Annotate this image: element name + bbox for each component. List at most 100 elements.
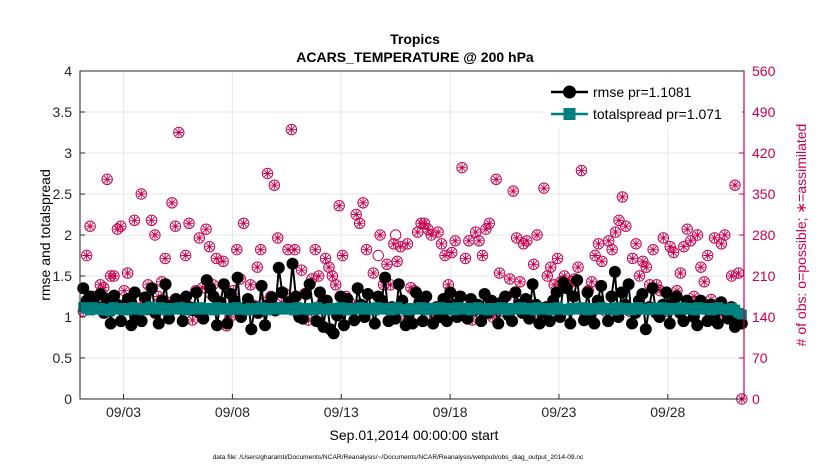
obs-count-marker <box>159 252 171 265</box>
obs-possible-circle <box>183 217 195 229</box>
obs-count-marker <box>510 232 523 244</box>
obs-assimilated-asterisk <box>484 218 494 228</box>
rmse-point <box>660 286 673 299</box>
obs-count-marker <box>596 255 608 268</box>
obs-assimilated-asterisk <box>488 312 498 322</box>
obs-count-marker <box>203 241 216 253</box>
obs-count-marker <box>121 267 134 279</box>
obs-possible-circle <box>173 126 185 139</box>
obs-possible-circle <box>289 243 301 256</box>
obs-assimilated-asterisk <box>392 256 402 266</box>
obs-possible-circle <box>121 267 134 279</box>
obs-count-marker <box>251 261 263 273</box>
legend-rmse-marker <box>563 85 576 99</box>
obs-count-marker <box>521 235 533 247</box>
obs-possible-circle <box>640 261 652 273</box>
obs-possible-circle <box>504 273 516 285</box>
legend-box <box>544 73 742 129</box>
rmse-point <box>152 317 165 330</box>
obs-count-marker <box>684 235 697 247</box>
rmse-point <box>670 290 683 303</box>
obs-assimilated-asterisk <box>211 254 221 263</box>
obs-assimilated-asterisk <box>181 251 191 260</box>
obs-assimilated-asterisk <box>716 239 726 249</box>
obs-count-marker <box>285 123 298 136</box>
obs-possible-circle <box>401 238 414 250</box>
obs-count-marker <box>640 261 652 273</box>
obs-assimilated-asterisk <box>170 221 180 231</box>
obs-assimilated-asterisk <box>355 218 365 228</box>
obs-assimilated-asterisk <box>396 242 406 252</box>
obs-assimilated-asterisk <box>508 186 518 196</box>
obs-assimilated-asterisk <box>437 239 446 249</box>
rmse-point <box>523 312 536 325</box>
obs-count-marker <box>647 243 659 256</box>
rmse-point <box>711 317 724 330</box>
obs-assimilated-asterisk <box>539 183 549 193</box>
y-tick-label-left: 1.5 <box>53 268 73 284</box>
rmse-point <box>406 317 419 330</box>
obs-assimilated-asterisk <box>573 262 583 272</box>
obs-count-marker <box>166 197 178 209</box>
obs-possible-circle <box>268 179 281 191</box>
obs-assimilated-asterisk <box>423 224 433 234</box>
obs-assimilated-asterisk <box>406 283 416 293</box>
obs-assimilated-asterisk <box>85 221 95 231</box>
obs-count-marker <box>695 261 707 273</box>
obs-assimilated-asterisk <box>314 271 324 281</box>
obs-count-marker <box>401 238 414 250</box>
obs-assimilated-asterisk <box>648 245 658 255</box>
obs-assimilated-asterisk <box>519 239 528 249</box>
rmse-point <box>176 315 189 328</box>
obs-possible-circle <box>702 249 714 262</box>
obs-assimilated-asterisk <box>358 198 368 208</box>
obs-possible-circle <box>527 258 540 270</box>
obs-assimilated-asterisk <box>194 233 204 243</box>
obs-count-marker <box>135 188 147 200</box>
obs-count-marker <box>145 214 158 227</box>
obs-count-marker <box>425 229 438 241</box>
obs-possible-circle <box>592 238 605 250</box>
axis-ticks: 0 0.5 1 1.5 2 2.5 3 3.5 4 0 70 140 210 280 350 420 490 56… <box>53 63 776 420</box>
rmse-point <box>313 286 326 299</box>
obs-possible-circle <box>179 249 192 262</box>
obs-count-marker <box>173 126 185 139</box>
obs-count-marker <box>483 217 496 229</box>
y-tick-label-left: 2.5 <box>53 186 73 202</box>
obs-possible-circle <box>606 243 618 256</box>
obs-assimilated-asterisk <box>474 236 484 246</box>
obs-possible-circle <box>353 217 366 229</box>
obs-assimilated-asterisk <box>628 254 638 263</box>
obs-assimilated-asterisk <box>478 251 487 260</box>
obs-count-marker <box>432 226 444 238</box>
obs-count-marker <box>391 255 403 268</box>
obs-assimilated-asterisk <box>682 224 692 234</box>
obs-assimilated-asterisk <box>631 239 641 249</box>
obs-count-marker <box>357 197 369 209</box>
obs-count-marker <box>456 161 468 174</box>
obs-count-marker <box>674 267 687 279</box>
obs-possible-circle <box>493 267 506 279</box>
obs-assimilated-asterisk <box>95 280 105 290</box>
obs-assimilated-asterisk <box>440 251 450 260</box>
y-tick-label-right: 350 <box>752 186 776 202</box>
obs-count-marker <box>80 249 93 262</box>
obs-count-marker <box>527 258 540 270</box>
rmse-point <box>255 279 268 292</box>
obs-assimilated-asterisk <box>464 236 474 246</box>
obs-count-marker <box>439 249 451 262</box>
obs-assimilated-asterisk <box>566 277 576 287</box>
obs-assimilated-asterisk <box>559 271 569 281</box>
obs-possible-circle <box>367 267 380 279</box>
obs-assimilated-asterisk <box>655 286 665 296</box>
obs-possible-circle <box>285 123 298 136</box>
obs-assimilated-asterisk <box>577 166 586 175</box>
obs-assimilated-asterisk <box>150 230 160 240</box>
obs-assimilated-asterisk <box>720 230 730 240</box>
obs-assimilated-asterisk <box>82 251 92 260</box>
obs-possible-circle <box>613 214 625 227</box>
obs-possible-circle <box>725 270 738 282</box>
obs-assimilated-asterisk <box>375 230 385 240</box>
obs-possible-circle <box>545 261 557 273</box>
